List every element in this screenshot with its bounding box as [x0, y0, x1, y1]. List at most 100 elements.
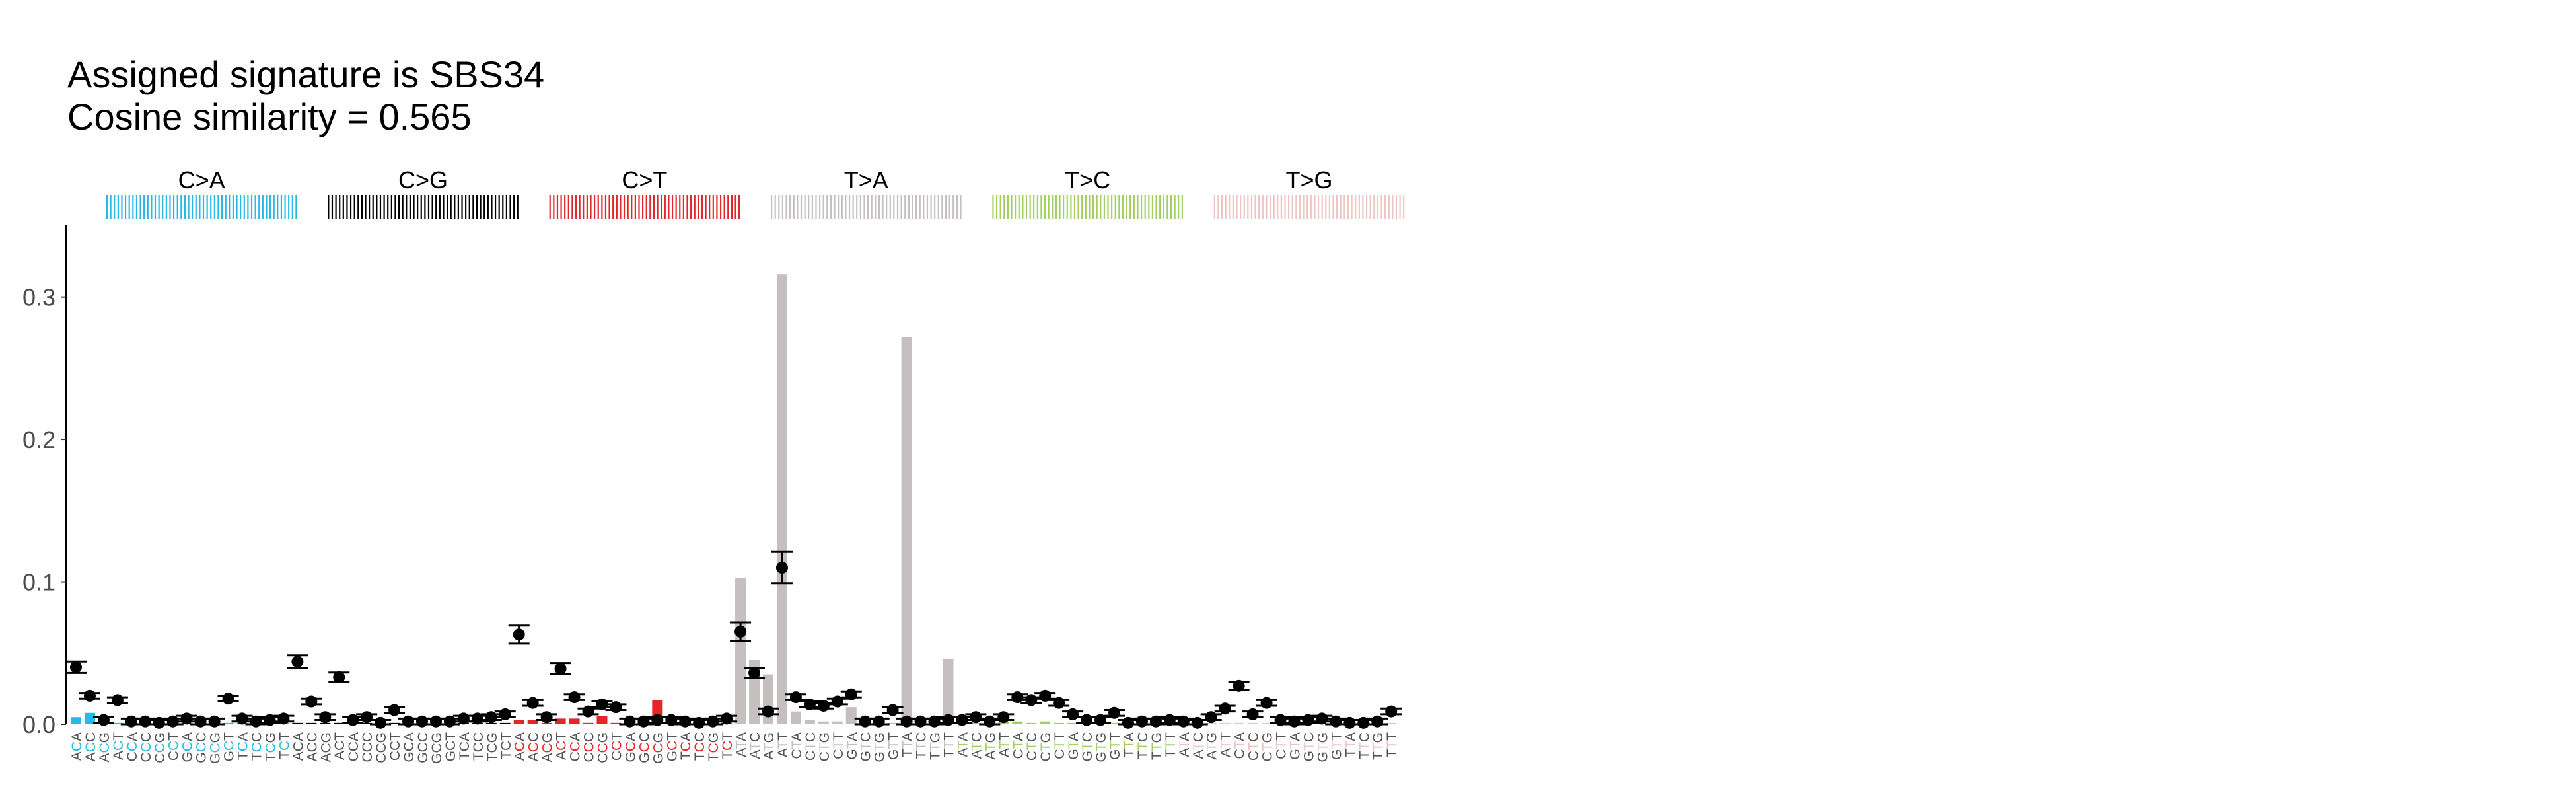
point-5 — [139, 715, 151, 728]
x-tick-label-76: TTA — [1122, 732, 1137, 757]
point-25 — [416, 715, 428, 728]
x-tick-label-64: ATA — [955, 732, 970, 757]
x-tick-label-26: GCG — [429, 732, 445, 764]
point-18 — [319, 711, 332, 724]
point-50 — [762, 705, 774, 718]
bar-56 — [845, 707, 857, 724]
x-tick-label-3: ACT — [111, 732, 126, 760]
point-7 — [166, 715, 179, 728]
point-34 — [540, 711, 553, 724]
bar-54 — [818, 721, 829, 724]
point-93 — [1357, 716, 1370, 729]
group-label-1: C>G — [398, 167, 448, 194]
point-48 — [734, 625, 747, 638]
point-35 — [554, 662, 567, 675]
point-36 — [568, 691, 581, 704]
x-tick-label-9: GCC — [194, 732, 209, 763]
point-64 — [956, 714, 968, 726]
bar-33 — [527, 720, 538, 724]
bar-71 — [1054, 722, 1065, 724]
x-tick-label-35: ACT — [554, 732, 569, 760]
x-tick-label-23: CCT — [388, 732, 403, 761]
x-tick-label-53: CTC — [803, 732, 818, 761]
point-83 — [1219, 702, 1231, 715]
x-tick-label-68: CTA — [1011, 732, 1026, 759]
point-27 — [443, 715, 456, 728]
x-tick-label-77: TTC — [1135, 732, 1151, 759]
point-22 — [375, 716, 387, 729]
bar-16 — [292, 722, 303, 724]
x-tick-label-43: GCT — [664, 732, 680, 762]
bar-72 — [1067, 722, 1079, 724]
x-tick-label-72: GTA — [1066, 732, 1081, 760]
point-53 — [803, 698, 816, 710]
x-tick-label-11: GCT — [222, 732, 237, 762]
bar-68 — [1012, 721, 1023, 724]
x-tick-label-58: GTG — [873, 732, 888, 763]
point-51 — [775, 562, 788, 574]
y-axis: 0.0 0.1 0.2 0.3 — [22, 225, 67, 738]
x-tick-label-92: TTA — [1343, 732, 1358, 757]
x-tick-label-87: CTT — [1274, 732, 1289, 759]
point-9 — [194, 715, 207, 728]
x-tick-label-84: CTA — [1233, 732, 1248, 759]
x-tick-label-2: ACG — [97, 732, 112, 763]
bar-85 — [1247, 722, 1258, 724]
x-tick-label-63: TTT — [941, 732, 956, 758]
x-tick-label-89: GTC — [1301, 732, 1316, 761]
bar-3 — [112, 722, 123, 724]
bar-0 — [71, 717, 81, 724]
x-tick-label-65: ATC — [969, 732, 984, 759]
point-87 — [1274, 714, 1287, 726]
bar-82 — [1205, 722, 1217, 724]
point-21 — [361, 711, 373, 724]
bar-95 — [1386, 722, 1397, 724]
point-44 — [679, 715, 692, 728]
x-tick-label-21: CCC — [360, 732, 375, 763]
x-tick-label-62: TTG — [928, 732, 943, 760]
x-tick-label-1: ACC — [83, 732, 98, 761]
point-38 — [596, 698, 608, 710]
x-tick-label-48: ATA — [734, 732, 749, 757]
x-tick-label-52: CTA — [789, 732, 805, 759]
point-63 — [942, 714, 954, 726]
bar-37 — [583, 722, 594, 724]
point-3 — [111, 694, 124, 706]
x-tick-label-95: TTT — [1384, 732, 1400, 758]
point-6 — [153, 716, 165, 729]
point-71 — [1053, 697, 1065, 709]
point-13 — [250, 715, 262, 728]
point-76 — [1122, 716, 1134, 729]
x-tick-label-81: ATC — [1191, 732, 1206, 759]
point-72 — [1067, 708, 1079, 720]
x-tick-label-70: CTG — [1038, 732, 1054, 761]
x-tick-label-12: TCA — [236, 732, 251, 760]
y-tick-label-3: 0.3 — [22, 284, 55, 311]
group-strips: C>A C>G C>T T>A T>C T>G — [106, 167, 1405, 219]
point-54 — [817, 699, 830, 712]
signature-points — [65, 550, 1402, 729]
point-90 — [1316, 712, 1328, 725]
point-88 — [1288, 715, 1301, 728]
bar-84 — [1233, 722, 1244, 724]
point-11 — [222, 693, 234, 705]
x-tick-label-13: TCC — [249, 732, 264, 761]
x-tick-label-15: TCT — [277, 732, 292, 759]
x-tick-label-39: CCT — [609, 732, 624, 761]
x-tick-label-0: ACA — [69, 732, 85, 761]
bar-39 — [610, 722, 622, 724]
bar-48 — [735, 578, 746, 724]
point-65 — [970, 711, 982, 724]
point-74 — [1094, 714, 1107, 726]
x-tick-label-33: ACC — [526, 732, 542, 761]
x-tick-label-56: GTA — [845, 732, 860, 760]
bar-32 — [513, 720, 524, 724]
bar-65 — [970, 722, 982, 724]
point-4 — [125, 715, 137, 728]
point-49 — [748, 667, 761, 679]
bar-18 — [320, 722, 331, 724]
point-61 — [914, 715, 927, 728]
x-tick-label-47: TCT — [720, 732, 735, 759]
point-60 — [900, 715, 913, 728]
point-14 — [264, 714, 276, 726]
